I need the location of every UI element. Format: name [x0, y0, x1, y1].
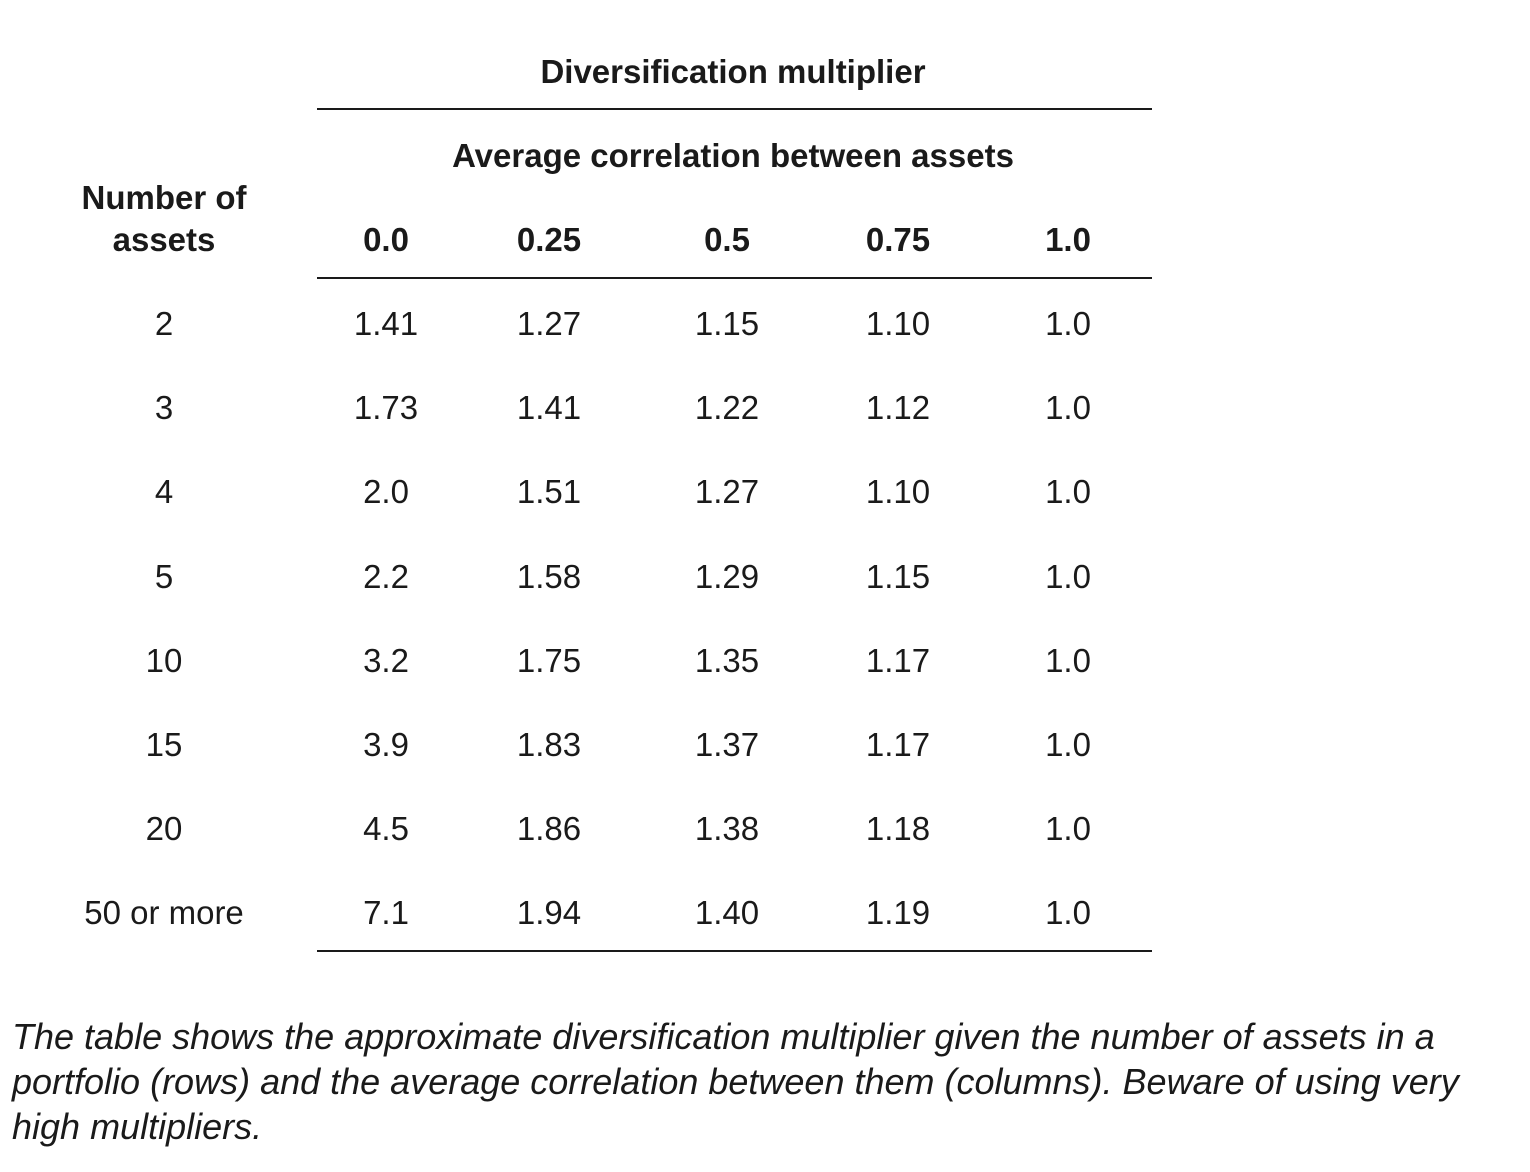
table-cell: 1.94 — [516, 894, 582, 931]
table-subtitle: Average correlation between assets — [452, 137, 1014, 174]
column-header: 0.25 — [516, 221, 582, 258]
table-cell: 1.27 — [516, 305, 582, 342]
column-header: 0.75 — [865, 221, 931, 258]
table-cell: 3.2 — [363, 642, 409, 679]
table-cell: 1.41 — [353, 305, 419, 342]
table-cell: 1.51 — [516, 473, 582, 510]
table-cell: 1.40 — [694, 894, 760, 931]
title-rule — [317, 108, 1152, 110]
row-label: 15 — [145, 726, 183, 763]
table-cell: 1.73 — [353, 389, 419, 426]
table-cell: 1.0 — [1045, 894, 1091, 931]
header-rule — [317, 277, 1152, 279]
table-cell: 1.17 — [865, 642, 931, 679]
table-cell: 1.0 — [1045, 558, 1091, 595]
row-label: 2 — [154, 305, 174, 342]
table-cell: 1.0 — [1045, 810, 1091, 847]
table-cell: 7.1 — [363, 894, 409, 931]
row-header-line1: Number of — [81, 179, 247, 216]
table-cell: 4.5 — [363, 810, 409, 847]
table-cell: 1.27 — [694, 473, 760, 510]
table-cell: 1.0 — [1045, 305, 1091, 342]
column-header: 0.0 — [363, 221, 409, 258]
table-cell: 1.38 — [694, 810, 760, 847]
row-label: 4 — [154, 473, 174, 510]
row-label: 10 — [145, 642, 183, 679]
table-cell: 1.19 — [865, 894, 931, 931]
table-cell: 3.9 — [363, 726, 409, 763]
row-label: 20 — [145, 810, 183, 847]
table-cell: 1.37 — [694, 726, 760, 763]
table-cell: 1.15 — [865, 558, 931, 595]
column-header: 0.5 — [704, 221, 750, 258]
table-cell: 1.15 — [694, 305, 760, 342]
table-cell: 1.29 — [694, 558, 760, 595]
table-cell: 1.83 — [516, 726, 582, 763]
row-label: 5 — [154, 558, 174, 595]
table-cell: 1.10 — [865, 305, 931, 342]
table-cell: 2.0 — [363, 473, 409, 510]
table-cell: 1.35 — [694, 642, 760, 679]
table-cell: 1.12 — [865, 389, 931, 426]
table-cell: 1.17 — [865, 726, 931, 763]
table-cell: 1.41 — [516, 389, 582, 426]
table-cell: 1.0 — [1045, 726, 1091, 763]
table-cell: 1.10 — [865, 473, 931, 510]
bottom-rule — [317, 950, 1152, 952]
table-caption: The table shows the approximate diversif… — [12, 1016, 1459, 1147]
table-cell: 1.18 — [865, 810, 931, 847]
row-label: 3 — [154, 389, 174, 426]
table-cell: 1.22 — [694, 389, 760, 426]
row-label: 50 or more — [84, 894, 244, 931]
table-cell: 1.86 — [516, 810, 582, 847]
row-header-line2: assets — [112, 221, 216, 258]
table-cell: 1.0 — [1045, 389, 1091, 426]
table-cell: 1.75 — [516, 642, 582, 679]
table-cell: 1.0 — [1045, 642, 1091, 679]
table-cell: 2.2 — [363, 558, 409, 595]
table-cell: 1.58 — [516, 558, 582, 595]
table-title: Diversification multiplier — [540, 53, 926, 90]
table-cell: 1.0 — [1045, 473, 1091, 510]
column-header: 1.0 — [1045, 221, 1091, 258]
